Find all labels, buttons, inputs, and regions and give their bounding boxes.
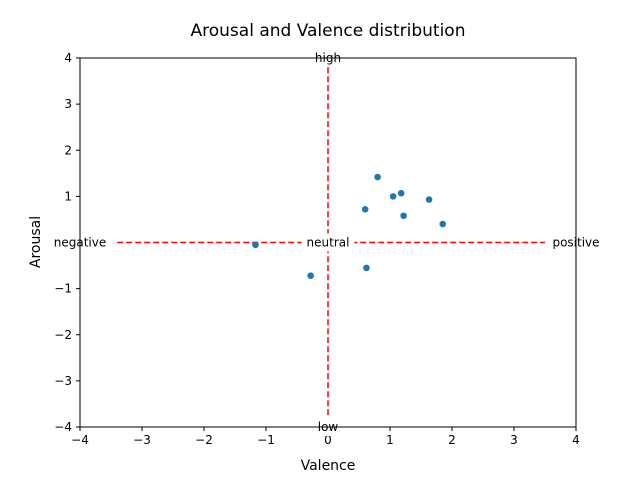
y-tick-label: −4 — [54, 420, 72, 434]
annotation-neutral: neutral — [307, 236, 350, 250]
y-tick-label: 4 — [64, 51, 72, 65]
data-points — [252, 173, 447, 280]
y-tick-label: 2 — [64, 143, 72, 157]
x-tick-label: 4 — [572, 433, 580, 447]
annotation-neutral-group: neutral — [301, 233, 355, 252]
data-point-3 — [425, 196, 433, 203]
y-tick-label: −1 — [54, 282, 72, 296]
x-tick-label: −2 — [195, 433, 213, 447]
y-tick-label: −3 — [54, 374, 72, 388]
x-axis-label: Valence — [301, 458, 356, 474]
data-point-9 — [307, 272, 314, 280]
data-point-7 — [252, 241, 259, 249]
x-tick-label: −1 — [257, 433, 275, 447]
data-point-4 — [361, 205, 369, 213]
data-point-1 — [389, 193, 397, 200]
data-point-0 — [374, 173, 381, 181]
x-tick-label: −4 — [71, 433, 89, 447]
y-tick-label: −2 — [54, 328, 72, 342]
x-tick-label: 3 — [510, 433, 518, 447]
plot-frame — [79, 57, 577, 428]
x-tick-label: −3 — [133, 433, 151, 447]
chart-title: Arousal and Valence distribution — [191, 21, 466, 41]
x-tick-label: 1 — [386, 433, 394, 447]
data-point-6 — [439, 220, 447, 228]
annotation-neutral-box — [301, 233, 355, 252]
data-point-5 — [400, 212, 407, 220]
y-tick-label: 1 — [64, 189, 72, 203]
x-tick-label: 2 — [448, 433, 456, 447]
y-tick-label: 3 — [64, 97, 72, 111]
x-tick-label: 0 — [324, 433, 332, 447]
data-point-2 — [397, 189, 405, 197]
y-axis-label: Arousal — [28, 216, 44, 268]
data-point-8 — [363, 264, 370, 272]
